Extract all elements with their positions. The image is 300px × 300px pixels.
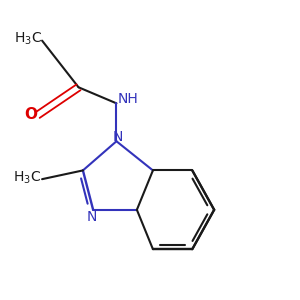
Text: NH: NH <box>118 92 139 106</box>
Text: H$_3$C: H$_3$C <box>13 169 40 186</box>
Text: N: N <box>86 210 97 224</box>
Text: H$_3$C: H$_3$C <box>14 31 42 47</box>
Text: N: N <box>112 130 122 144</box>
Text: O: O <box>24 107 37 122</box>
